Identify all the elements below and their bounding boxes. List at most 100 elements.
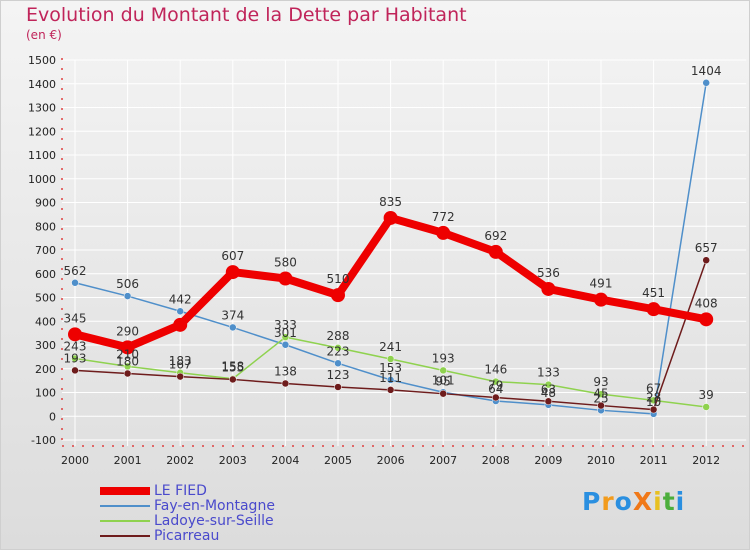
data-point xyxy=(386,386,395,394)
data-label: 562 xyxy=(64,264,87,278)
data-label: 183 xyxy=(169,354,192,368)
data-point xyxy=(71,354,79,363)
data-point xyxy=(439,389,447,398)
data-label: 64 xyxy=(488,382,503,396)
data-point xyxy=(702,403,710,411)
x-tick-label: 2001 xyxy=(114,454,142,467)
y-tick-label: 1400 xyxy=(28,78,56,91)
data-label: 451 xyxy=(642,286,665,300)
data-label: 48 xyxy=(541,386,556,400)
data-label: 835 xyxy=(379,195,402,209)
axes: -100 0 100 200 300 400 500 600 700 800 900 1000 1100… xyxy=(28,54,747,467)
data-point xyxy=(68,327,82,342)
data-point xyxy=(594,292,608,307)
data-label: 580 xyxy=(274,256,297,270)
data-label: 146 xyxy=(484,363,507,377)
logo-letter: o xyxy=(614,487,633,516)
data-point xyxy=(225,265,240,280)
data-point xyxy=(334,359,342,368)
data-point xyxy=(699,312,714,327)
data-label: 138 xyxy=(274,364,297,378)
legend-label: Ladoye-sur-Seille xyxy=(154,513,274,529)
data-label: 45 xyxy=(593,387,608,401)
proxiti-logo: ProXiti xyxy=(582,487,685,516)
data-label: 607 xyxy=(221,249,244,263)
logo-letter: X xyxy=(632,487,654,516)
y-tick-label: 300 xyxy=(35,339,56,352)
data-label: 692 xyxy=(484,229,507,243)
data-point xyxy=(334,383,342,391)
data-label: 155 xyxy=(221,360,244,374)
data-point xyxy=(229,323,237,332)
data-label: 180 xyxy=(116,355,139,369)
y-tick-label: 1200 xyxy=(28,125,56,138)
data-point xyxy=(544,380,553,389)
data-point xyxy=(702,79,710,87)
data-label: 536 xyxy=(537,266,560,280)
x-tick-label: 2003 xyxy=(219,454,247,467)
data-label: 158 xyxy=(221,360,244,374)
y-tick-label: 600 xyxy=(35,268,56,281)
data-point xyxy=(331,288,345,303)
y-tick-label: 1100 xyxy=(28,149,56,162)
data-label: 1404 xyxy=(691,64,722,78)
data-label: 506 xyxy=(116,277,139,291)
data-point xyxy=(71,366,79,375)
x-tick-label: 2005 xyxy=(324,454,352,467)
logo-letter: t xyxy=(662,487,676,516)
data-point xyxy=(278,271,293,286)
data-label: 63 xyxy=(541,382,556,396)
x-tick-label: 2006 xyxy=(377,454,405,467)
data-label: 374 xyxy=(221,308,244,322)
data-label: 111 xyxy=(379,371,402,385)
y-tick-label: 100 xyxy=(35,387,56,400)
x-tick-label: 2007 xyxy=(429,454,457,467)
data-point xyxy=(541,281,556,296)
data-point xyxy=(386,355,395,363)
logo-letter: i xyxy=(653,487,663,516)
data-label: 193 xyxy=(432,351,455,365)
series-lines xyxy=(68,79,714,418)
chart-title: Evolution du Montant de la Dette par Hab… xyxy=(26,4,467,26)
data-label: 67 xyxy=(646,381,661,395)
legend-label: LE FIED xyxy=(154,483,207,499)
data-label: 345 xyxy=(64,311,87,325)
data-label: 25 xyxy=(593,391,608,405)
data-label: 510 xyxy=(327,272,350,286)
legend-swatch xyxy=(100,505,150,507)
data-label: 657 xyxy=(695,241,718,255)
data-labels: 345 290 607 580 510 835 772 692 536 491 451 408 562 5… xyxy=(64,64,722,409)
y-tick-label: 1300 xyxy=(28,102,56,115)
data-label: 223 xyxy=(327,344,350,358)
data-point xyxy=(436,225,451,240)
data-label: 123 xyxy=(327,368,350,382)
x-tick-label: 2004 xyxy=(271,454,299,467)
y-tick-label: 1000 xyxy=(28,173,56,186)
chart-subtitle: (en €) xyxy=(26,28,62,42)
x-tick-label: 2012 xyxy=(692,454,720,467)
data-label: 333 xyxy=(274,318,297,332)
data-point xyxy=(120,340,135,355)
x-tick-label: 2008 xyxy=(482,454,510,467)
data-label: 772 xyxy=(432,210,455,224)
data-label: 193 xyxy=(64,351,87,365)
data-point xyxy=(439,366,447,375)
data-label: 79 xyxy=(488,378,503,392)
data-label: 167 xyxy=(169,358,192,372)
data-label: 442 xyxy=(169,292,192,306)
data-point xyxy=(488,244,503,259)
logo-letter: r xyxy=(601,487,615,516)
grid-lines xyxy=(62,59,747,446)
data-label: 288 xyxy=(327,329,350,343)
data-label: 93 xyxy=(593,375,608,389)
x-tick-label: 2002 xyxy=(166,454,194,467)
y-tick-label: 800 xyxy=(35,220,56,233)
y-tick-label: -100 xyxy=(31,434,56,447)
x-tick-label: 2010 xyxy=(587,454,615,467)
y-tick-label: 700 xyxy=(35,244,56,257)
data-label: 241 xyxy=(379,340,402,354)
y-tick-label: 400 xyxy=(35,315,56,328)
x-tick-label: 2009 xyxy=(534,454,562,467)
